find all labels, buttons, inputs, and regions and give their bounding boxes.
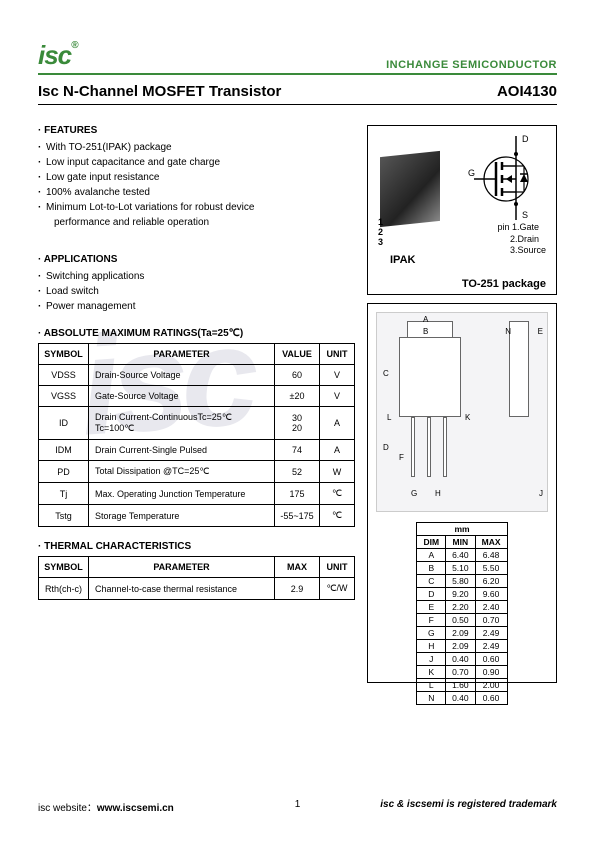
table-row: N0.400.60 bbox=[417, 692, 507, 705]
col-symbol: SYMBOL bbox=[39, 344, 89, 365]
table-row: C5.806.20 bbox=[417, 575, 507, 588]
table-row: PDTotal Dissipation @TC=25℃52W bbox=[39, 461, 355, 483]
table-row: VGSSGate-Source Voltage±20V bbox=[39, 386, 355, 407]
table-row: H2.092.49 bbox=[417, 640, 507, 653]
table-row: TjMax. Operating Junction Temperature175… bbox=[39, 483, 355, 505]
col-parameter: PARAMETER bbox=[89, 557, 275, 578]
title-row: Isc N-Channel MOSFET Transistor AOI4130 bbox=[38, 83, 557, 105]
table-row: J0.400.60 bbox=[417, 653, 507, 666]
mosfet-schematic-icon: D S G bbox=[466, 134, 546, 224]
header: isc® INCHANGE SEMICONDUCTOR bbox=[38, 40, 557, 75]
table-row: G2.092.49 bbox=[417, 627, 507, 640]
schem-g-label: G bbox=[468, 168, 475, 178]
table-row: VDSSDrain-Source Voltage60V bbox=[39, 365, 355, 386]
table-row: D9.209.60 bbox=[417, 588, 507, 601]
package-diagram-box: 1 2 3 D S G bbox=[367, 125, 557, 295]
logo: isc® bbox=[38, 40, 78, 71]
applications-heading: · APPLICATIONS bbox=[38, 254, 355, 265]
list-item: Low gate input resistance bbox=[38, 170, 355, 185]
package-photo-icon bbox=[380, 151, 440, 227]
col-unit: UNIT bbox=[320, 557, 355, 578]
footer-website: isc website：www.iscsemi.cn bbox=[38, 799, 174, 814]
table-header-row: DIM MIN MAX bbox=[417, 536, 507, 549]
thermal-heading: · THERMAL CHARACTERISTICS bbox=[38, 541, 355, 552]
table-header-row: SYMBOL PARAMETER VALUE UNIT bbox=[39, 344, 355, 365]
list-item: Power management bbox=[38, 299, 355, 314]
features-list: With TO-251(IPAK) package Low input capa… bbox=[38, 140, 355, 230]
table-header-row: SYMBOL PARAMETER MAX UNIT bbox=[39, 557, 355, 578]
logo-reg: ® bbox=[71, 40, 77, 51]
schem-s-label: S bbox=[522, 210, 528, 220]
package-name: TO-251 package bbox=[462, 278, 546, 290]
thermal-table: SYMBOL PARAMETER MAX UNIT Rth(ch-c)Chann… bbox=[38, 556, 355, 600]
col-value: VALUE bbox=[275, 344, 320, 365]
table-row: IDDrain Current-ContinuousTc=25℃ Tc=100℃… bbox=[39, 407, 355, 440]
dim-unit-header: mm bbox=[417, 523, 507, 536]
dimensions-table: mm DIM MIN MAX A6.406.48 B5.105.50 C5.80… bbox=[416, 522, 507, 705]
table-row: E2.202.40 bbox=[417, 601, 507, 614]
page-title: Isc N-Channel MOSFET Transistor bbox=[38, 83, 281, 100]
table-row: K0.700.90 bbox=[417, 666, 507, 679]
ratings-table: SYMBOL PARAMETER VALUE UNIT VDSSDrain-So… bbox=[38, 343, 355, 527]
list-item: performance and reliable operation bbox=[38, 215, 355, 230]
col-max: MAX bbox=[275, 557, 320, 578]
dimensions-box: A B C D E F G H J K L N mm DIM MIN MAX bbox=[367, 303, 557, 683]
list-item: Switching applications bbox=[38, 269, 355, 284]
table-row: IDMDrain Current-Single Pulsed74A bbox=[39, 440, 355, 461]
table-row: B5.105.50 bbox=[417, 562, 507, 575]
col-unit: UNIT bbox=[320, 344, 355, 365]
list-item: Low input capacitance and gate charge bbox=[38, 155, 355, 170]
applications-list: Switching applications Load switch Power… bbox=[38, 269, 355, 314]
col-symbol: SYMBOL bbox=[39, 557, 89, 578]
company-name: INCHANGE SEMICONDUCTOR bbox=[386, 59, 557, 71]
table-row: A6.406.48 bbox=[417, 549, 507, 562]
col-parameter: PARAMETER bbox=[89, 344, 275, 365]
table-row: Rth(ch-c)Channel-to-case thermal resista… bbox=[39, 578, 355, 600]
ratings-heading: · ABSOLUTE MAXIMUM RATINGS(Ta=25℃) bbox=[38, 328, 355, 339]
schem-d-label: D bbox=[522, 134, 529, 144]
table-row: F0.500.70 bbox=[417, 614, 507, 627]
part-number: AOI4130 bbox=[497, 83, 557, 100]
pin-numbers: 1 2 3 bbox=[378, 218, 383, 248]
table-row: L1.602.00 bbox=[417, 679, 507, 692]
pin-legend: pin 1.Gate 2.Drain 3.Source bbox=[497, 222, 546, 257]
logo-text: isc bbox=[38, 40, 71, 70]
list-item: 100% avalanche tested bbox=[38, 185, 355, 200]
features-heading: · FEATURES bbox=[38, 125, 355, 136]
list-item: Minimum Lot-to-Lot variations for robust… bbox=[38, 200, 355, 215]
ipak-label: IPAK bbox=[390, 254, 415, 266]
list-item: With TO-251(IPAK) package bbox=[38, 140, 355, 155]
table-row: TstgStorage Temperature-55~175℃ bbox=[39, 505, 355, 527]
dimension-drawing-icon: A B C D E F G H J K L N bbox=[376, 312, 548, 512]
footer-trademark: isc & iscsemi is registered trademark bbox=[380, 799, 557, 814]
list-item: Load switch bbox=[38, 284, 355, 299]
footer: isc website：www.iscsemi.cn 1 isc & iscse… bbox=[38, 799, 557, 814]
page-number: 1 bbox=[295, 799, 301, 810]
